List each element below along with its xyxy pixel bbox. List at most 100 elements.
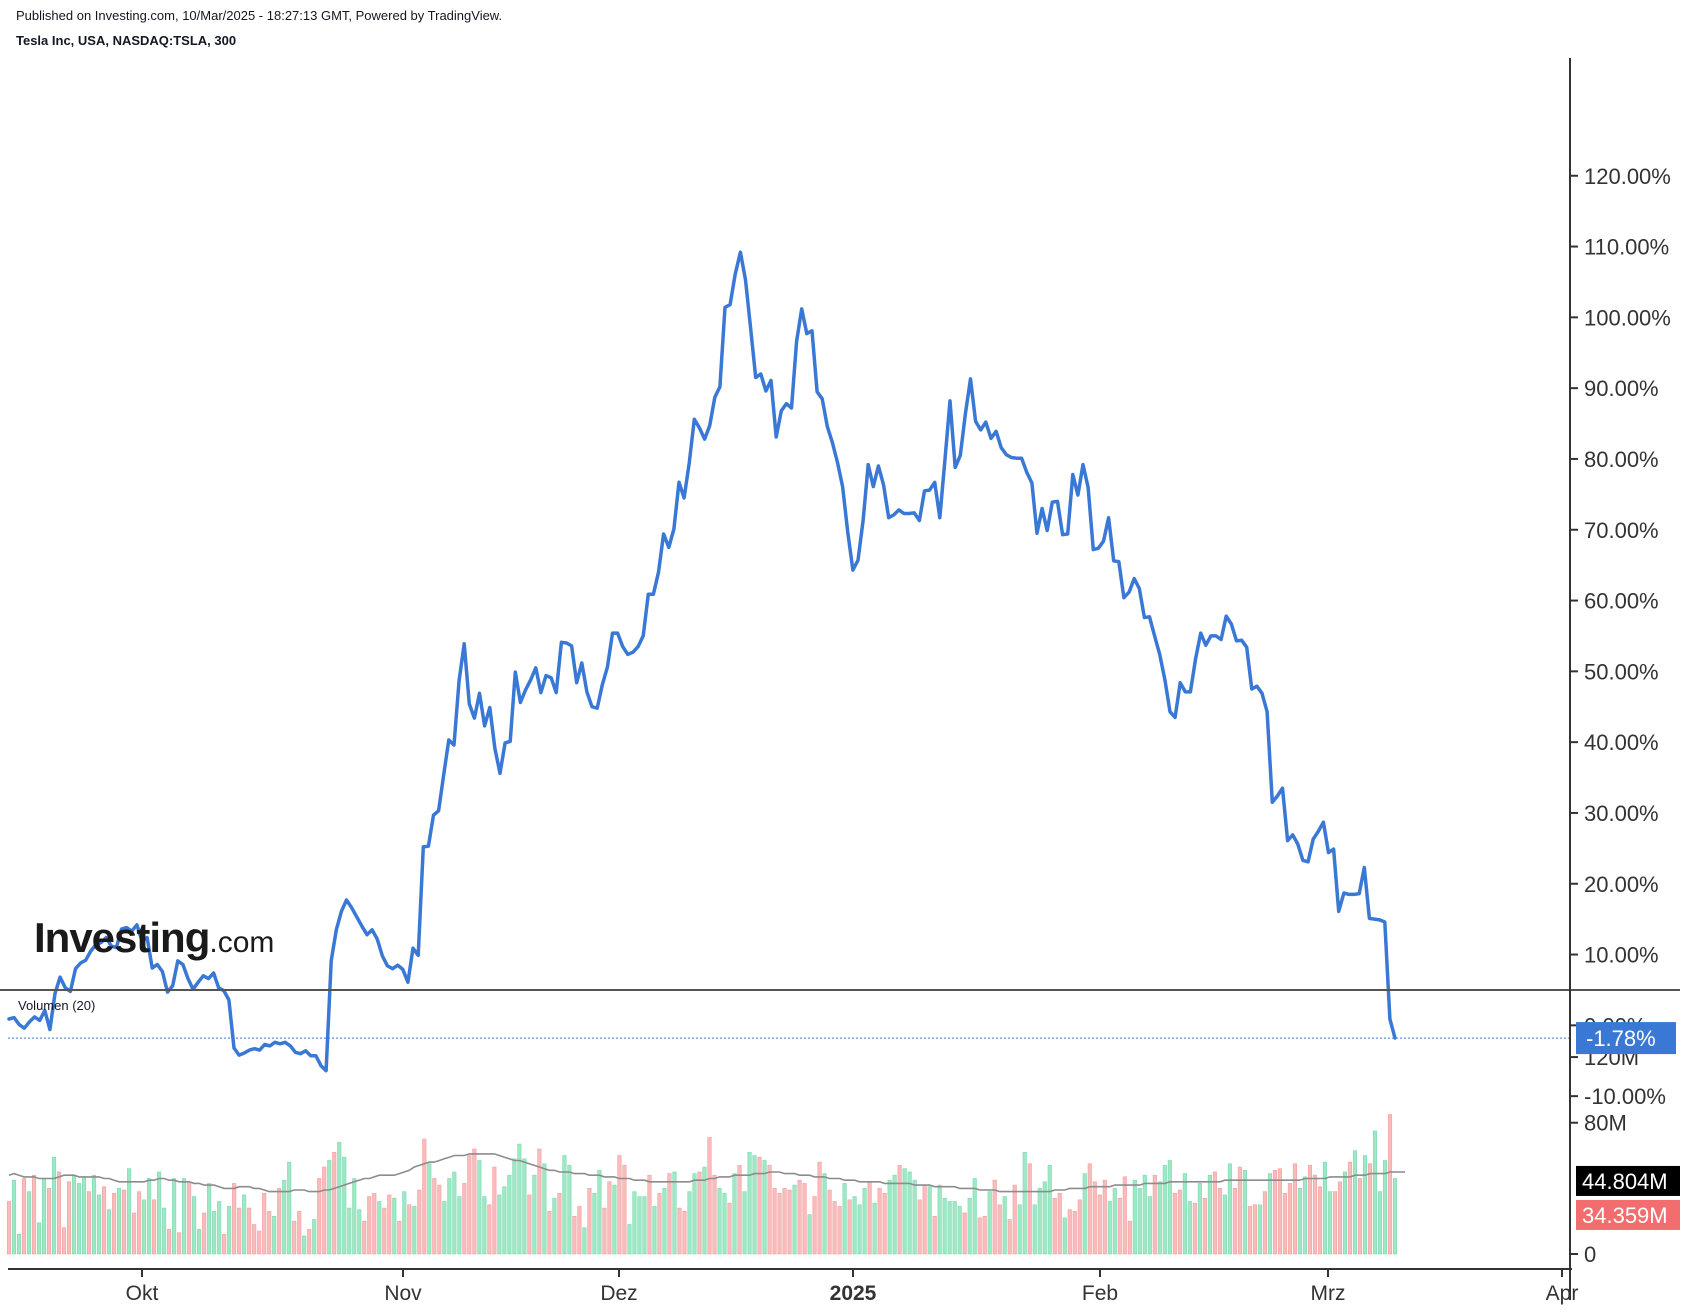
- volume-bar: [1097, 1194, 1102, 1255]
- volume-bar: [947, 1201, 952, 1255]
- volume-bar: [1102, 1179, 1107, 1255]
- volume-bar: [1167, 1160, 1172, 1255]
- volume-bar: [307, 1229, 312, 1255]
- volume-bar: [792, 1184, 797, 1255]
- y-tick-label: 40.00%: [1584, 730, 1659, 755]
- volume-bar: [607, 1181, 612, 1255]
- volume-bar: [522, 1158, 527, 1255]
- volume-bar: [1147, 1196, 1152, 1255]
- volume-bar: [432, 1178, 437, 1255]
- volume-bar: [1162, 1165, 1167, 1255]
- volume-bar: [66, 1181, 72, 1255]
- volume-bar: [877, 1188, 882, 1255]
- volume-bar: [387, 1194, 392, 1255]
- volume-bar: [767, 1165, 772, 1255]
- volume-bar: [652, 1206, 657, 1255]
- volume-bar: [26, 1191, 32, 1255]
- y-tick-label: 90.00%: [1584, 376, 1659, 401]
- volume-bar: [912, 1179, 917, 1255]
- volume-bar: [1192, 1202, 1197, 1255]
- volume-bar: [137, 1191, 142, 1255]
- volume-bar: [342, 1156, 347, 1255]
- volume-bar: [1347, 1161, 1353, 1255]
- volume-y-tick-label: 80M: [1584, 1111, 1627, 1136]
- volume-bar: [977, 1217, 982, 1255]
- x-tick-label: Nov: [384, 1282, 422, 1305]
- y-tick-label: 30.00%: [1584, 801, 1659, 826]
- volume-bar: [187, 1181, 192, 1255]
- price-panel[interactable]: [7, 250, 1570, 1073]
- volume-bar: [102, 1186, 107, 1255]
- volume-bar: [142, 1199, 147, 1255]
- volume-bar: [1207, 1174, 1212, 1255]
- volume-bar: [622, 1165, 627, 1255]
- volume-bar: [1282, 1192, 1287, 1255]
- volume-last-badge: [1576, 1199, 1680, 1230]
- chart-header: Published on Investing.com, 10/Mar/2025 …: [16, 8, 502, 49]
- x-tick-label: Feb: [1082, 1282, 1118, 1305]
- volume-bar: [1132, 1179, 1137, 1255]
- volume-bar: [812, 1196, 817, 1255]
- volume-bar: [547, 1211, 552, 1255]
- volume-bar: [457, 1196, 462, 1255]
- volume-bar: [41, 1178, 47, 1255]
- volume-bar: [1012, 1184, 1017, 1255]
- volume-bar: [747, 1151, 752, 1255]
- volume-bar: [382, 1207, 387, 1255]
- volume-bar: [367, 1196, 372, 1255]
- volume-panel[interactable]: [6, 1114, 1405, 1255]
- volume-bar: [402, 1191, 407, 1255]
- y-tick-label: 60.00%: [1584, 589, 1659, 614]
- volume-bar: [1202, 1197, 1207, 1255]
- volume-bar: [272, 1215, 277, 1255]
- volume-bar: [347, 1207, 352, 1255]
- volume-bar: [292, 1220, 297, 1255]
- volume-bar: [772, 1188, 777, 1255]
- volume-bar: [127, 1168, 132, 1255]
- volume-bar: [217, 1201, 222, 1255]
- volume-bar: [1382, 1160, 1388, 1255]
- volume-bar: [1362, 1155, 1368, 1255]
- volume-bar: [1297, 1188, 1302, 1255]
- volume-bar: [1112, 1188, 1117, 1255]
- volume-bar: [682, 1211, 687, 1255]
- volume-bar: [87, 1191, 92, 1255]
- volume-bar: [1317, 1186, 1322, 1255]
- volume-bar: [297, 1211, 302, 1255]
- volume-bar: [1217, 1188, 1222, 1255]
- volume-bar: [97, 1194, 102, 1255]
- volume-bar: [832, 1201, 837, 1255]
- volume-bar: [1327, 1191, 1333, 1255]
- volume-bar: [782, 1188, 787, 1255]
- volume-bar: [677, 1207, 682, 1255]
- volume-bar: [552, 1197, 557, 1255]
- volume-bar: [902, 1168, 907, 1255]
- volume-bar: [857, 1204, 862, 1255]
- volume-bar: [1157, 1181, 1162, 1255]
- volume-bar: [412, 1206, 417, 1255]
- volume-bar: [497, 1194, 502, 1255]
- volume-bar: [46, 1188, 52, 1255]
- volume-bar: [1372, 1130, 1378, 1255]
- y-tick-label: 70.00%: [1584, 518, 1659, 543]
- volume-bar: [942, 1197, 947, 1255]
- volume-bar: [1122, 1176, 1127, 1255]
- volume-bar: [1227, 1163, 1232, 1255]
- volume-bar: [1277, 1168, 1282, 1255]
- volume-bar: [1177, 1189, 1182, 1255]
- x-tick-label: Dez: [600, 1282, 637, 1305]
- volume-bar: [472, 1148, 477, 1255]
- volume-bar: [872, 1202, 877, 1255]
- volume-bar: [56, 1171, 62, 1255]
- volume-bar: [1047, 1165, 1052, 1255]
- volume-bar: [1127, 1220, 1132, 1255]
- volume-bar: [177, 1232, 182, 1255]
- volume-bar: [1022, 1151, 1027, 1255]
- volume-bar: [897, 1165, 902, 1255]
- volume-bar: [21, 1178, 27, 1255]
- y-tick-label: 110.00%: [1584, 235, 1669, 260]
- volume-title: Volumen (20): [18, 998, 96, 1013]
- y-tick-label: 50.00%: [1584, 659, 1659, 684]
- volume-bar: [11, 1179, 17, 1255]
